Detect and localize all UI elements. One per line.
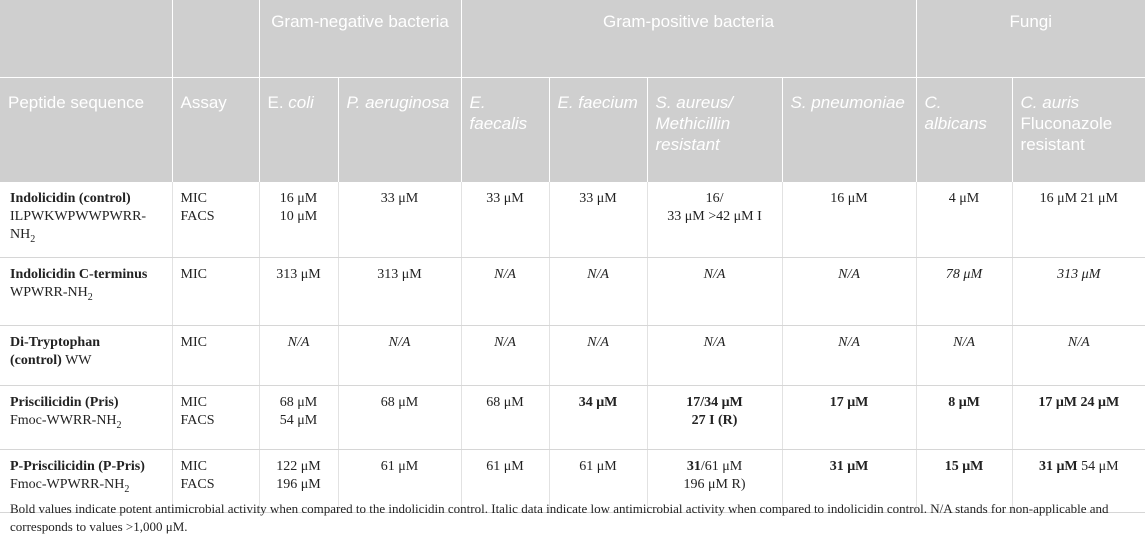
value-cell: 16/33 μM >42 μM I <box>646 182 783 258</box>
value-cell: 31 μM 54 μM <box>1011 449 1145 513</box>
value-cell: N/A <box>915 325 1013 386</box>
assay-cell: MIC <box>171 257 259 326</box>
value-cell: 8 μM <box>915 385 1013 450</box>
col-s-aureus: S. aureus/ Methicillin resistant <box>646 77 783 182</box>
empty-header-cell <box>0 0 172 78</box>
value-cell: N/A <box>781 325 917 386</box>
value-cell: 34 μM <box>548 385 648 450</box>
table-row: Di-Tryptophan (control) WW MIC N/A N/A N… <box>0 325 1145 386</box>
peptide-sequence: ILPWKWPWWPWRR- <box>10 209 147 224</box>
assay-cell: MIC FACS <box>171 449 259 513</box>
value-cell: 313 μM <box>258 257 338 326</box>
peptide-name: Indolicidin C-terminus <box>10 267 148 282</box>
col-e-faecalis: E. faecalis <box>460 77 550 182</box>
value-cell: 33 μM <box>460 182 550 258</box>
group-header-row: Gram-negative bacteria Gram-positive bac… <box>0 0 1145 78</box>
col-assay: Assay <box>171 77 259 182</box>
value-cell: N/A <box>548 325 648 386</box>
peptide-name: Indolicidin (control) <box>10 191 131 206</box>
group-gram-negative: Gram-negative bacteria <box>258 0 462 78</box>
col-c-albicans: C. albicans <box>915 77 1013 182</box>
group-gram-positive: Gram-positive bacteria <box>460 0 917 78</box>
value-cell: N/A <box>1011 325 1145 386</box>
col-e-coli: E. coli <box>258 77 338 182</box>
value-cell: 313 μM <box>1011 257 1145 326</box>
column-header-row: Peptide sequence Assay E. coli P. aerugi… <box>0 77 1145 182</box>
peptide-cell: Indolicidin C-terminus WPWRR-NH2 <box>0 257 172 326</box>
col-p-aeruginosa: P. aeruginosa <box>337 77 462 182</box>
value-cell: N/A <box>646 325 783 386</box>
value-cell: 17/34 μM 27 I (R) <box>646 385 783 450</box>
peptide-name: Di-Tryptophan <box>10 335 100 350</box>
value-cell: 122 μM 196 μM <box>258 449 338 513</box>
value-cell: N/A <box>460 325 550 386</box>
peptide-sequence: Fmoc-WPWRR-NH <box>10 477 125 492</box>
col-peptide-sequence: Peptide sequence <box>0 77 172 182</box>
value-cell: 16 μM 21 μM <box>1011 182 1145 258</box>
value-cell: N/A <box>337 325 462 386</box>
peptide-cell: Priscilicidin (Pris) Fmoc-WWRR-NH2 <box>0 385 172 450</box>
peptide-cell: P-Priscilicidin (P-Pris) Fmoc-WPWRR-NH2 <box>0 449 172 513</box>
value-cell: 68 μM 54 μM <box>258 385 338 450</box>
value-cell: 16 μM <box>781 182 917 258</box>
col-s-pneumoniae: S. pneumoniae <box>781 77 917 182</box>
group-fungi: Fungi <box>915 0 1145 78</box>
value-cell: 61 μM <box>548 449 648 513</box>
table-row: Priscilicidin (Pris) Fmoc-WWRR-NH2 MIC F… <box>0 385 1145 450</box>
col-c-auris: C. auris Fluconazole resistant <box>1011 77 1145 182</box>
value-cell: N/A <box>781 257 917 326</box>
assay-cell: MIC FACS <box>171 182 259 258</box>
table-row: Indolicidin C-terminus WPWRR-NH2 MIC 313… <box>0 257 1145 326</box>
assay-cell: MIC <box>171 325 259 386</box>
value-cell: 33 μM <box>337 182 462 258</box>
peptide-sequence: WW <box>61 353 92 368</box>
peptide-cell: Indolicidin (control) ILPWKWPWWPWRR- NH2 <box>0 182 172 258</box>
peptide-name: P-Priscilicidin (P-Pris) <box>10 459 145 474</box>
col-e-faecium: E. faecium <box>548 77 648 182</box>
peptide-sequence: Fmoc-WWRR-NH <box>10 413 117 428</box>
value-cell: 17 μM 24 μM <box>1011 385 1145 450</box>
value-cell: 31 μM <box>781 449 917 513</box>
table-header: Gram-negative bacteria Gram-positive bac… <box>0 0 1145 182</box>
peptide-name: Priscilicidin (Pris) <box>10 395 119 410</box>
value-cell: 16 μM 10 μM <box>258 182 338 258</box>
value-cell: 61 μM <box>337 449 462 513</box>
value-cell: 17 μM <box>781 385 917 450</box>
assay-cell: MIC FACS <box>171 385 259 450</box>
table-footnote: Bold values indicate potent antimicrobia… <box>10 501 1109 534</box>
value-cell: N/A <box>258 325 338 386</box>
antimicrobial-activity-table: Gram-negative bacteria Gram-positive bac… <box>0 0 1145 513</box>
table-row: P-Priscilicidin (P-Pris) Fmoc-WPWRR-NH2 … <box>0 449 1145 513</box>
value-cell: 68 μM <box>337 385 462 450</box>
value-cell: N/A <box>460 257 550 326</box>
value-cell: N/A <box>646 257 783 326</box>
peptide-cell: Di-Tryptophan (control) WW <box>0 325 172 386</box>
peptide-sequence: NH <box>10 227 31 242</box>
value-cell: 78 μM <box>915 257 1013 326</box>
table-body: Indolicidin (control) ILPWKWPWWPWRR- NH2… <box>0 182 1145 513</box>
value-cell: 15 μM <box>915 449 1013 513</box>
value-cell: 33 μM <box>548 182 648 258</box>
peptide-sequence: WPWRR-NH <box>10 285 88 300</box>
empty-header-cell <box>171 0 259 78</box>
value-cell: 61 μM <box>460 449 550 513</box>
table-row: Indolicidin (control) ILPWKWPWWPWRR- NH2… <box>0 182 1145 258</box>
value-cell: N/A <box>548 257 648 326</box>
value-cell: 4 μM <box>915 182 1013 258</box>
peptide-name: (control) <box>10 353 62 368</box>
value-cell: 31/61 μM 196 μM R) <box>646 449 783 513</box>
value-cell: 313 μM <box>337 257 462 326</box>
value-cell: 68 μM <box>460 385 550 450</box>
